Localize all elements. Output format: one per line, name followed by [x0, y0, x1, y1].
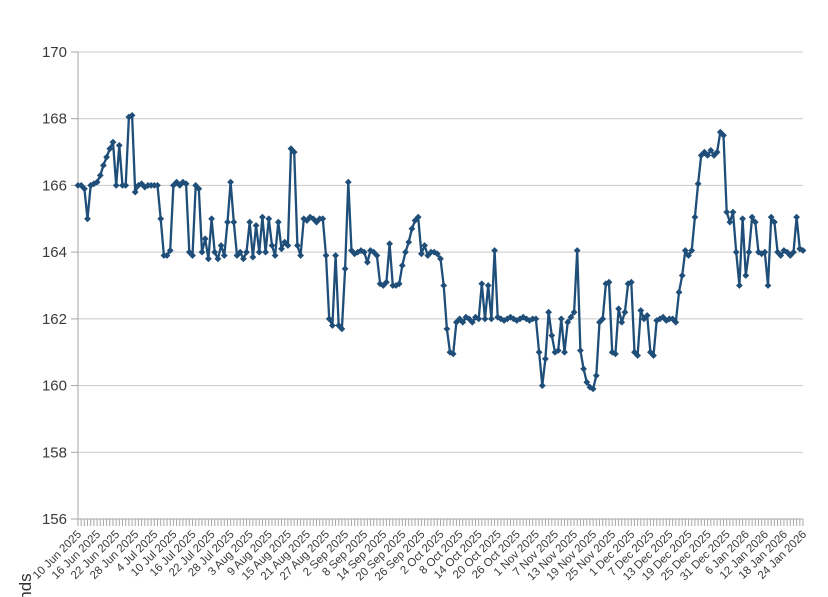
- data-point-markers: [74, 112, 807, 393]
- y-tick-label: 158: [42, 444, 67, 461]
- y-tick-label: 156: [42, 511, 67, 528]
- y-axis-labels: 156 158 160 162 164 166 168 170: [42, 44, 67, 528]
- y-tick-label: 170: [42, 44, 67, 61]
- y-tick-label: 160: [42, 378, 67, 395]
- data-series: [74, 112, 807, 393]
- x-axis-ticks: [77, 519, 804, 526]
- y-axis-title: Pounds: [16, 573, 36, 597]
- y-tick-label: 162: [42, 311, 67, 328]
- y-axis-ticks: [71, 51, 78, 520]
- y-tick-label: 166: [42, 177, 67, 194]
- y-tick-label: 164: [42, 244, 67, 261]
- y-tick-label: 168: [42, 111, 67, 128]
